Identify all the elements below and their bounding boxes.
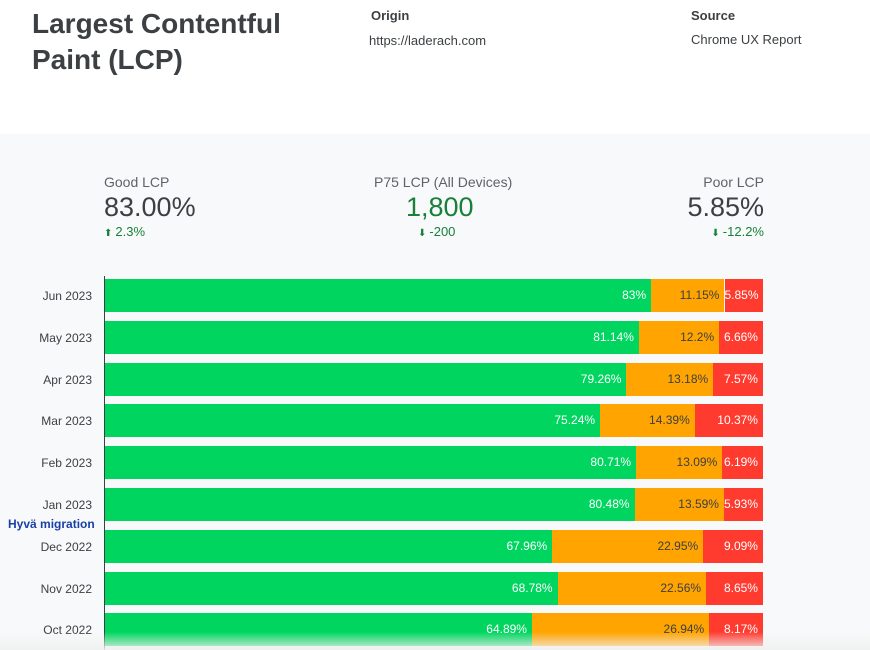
row-label: Mar 2023 [41,414,92,429]
bar-segment-needs-improvement[interactable]: 14.39% [600,404,695,438]
bar-segment-poor[interactable]: 7.57% [713,362,763,396]
bar-segment-good[interactable]: 81.14% [105,320,639,354]
origin-label: Origin [371,8,410,23]
bar-segment-good[interactable]: 80.71% [105,446,637,480]
arrow-up-icon: ⬆ [104,228,113,239]
bar-segment-good[interactable]: 80.48% [105,488,635,521]
hyva-migration-annotation: Hyvä migration [8,517,95,531]
bar-segment-poor[interactable]: 6.19% [722,446,763,480]
good-lcp-delta: ⬆ 2.3% [104,224,196,239]
bar-segment-good[interactable]: 68.78% [105,571,558,605]
source-label: Source [691,8,736,23]
header: Largest Contentful Paint (LCP) Origin ht… [0,0,870,134]
bar-segment-poor[interactable]: 6.66% [719,320,763,354]
bar-segment-good[interactable]: 79.26% [105,362,627,396]
p75-lcp-label: P75 LCP (All Devices) [374,174,513,190]
y-axis-line [104,276,105,650]
row-label: Nov 2022 [40,581,92,596]
poor-lcp-delta: ⬇ -12.2% [680,224,764,239]
row-label: Jun 2023 [42,289,92,303]
origin-value[interactable]: https://laderach.com [369,33,487,48]
bar-segment-poor[interactable]: 9.09% [703,529,763,563]
p75-lcp-delta-text: -200 [429,224,456,239]
source-value: Chrome UX Report [691,32,802,47]
bar-segment-good[interactable]: 75.24% [105,404,601,438]
row-label: Feb 2023 [41,456,92,471]
bar-segment-needs-improvement[interactable]: 22.95% [552,529,704,563]
p75-lcp-metric: P75 LCP (All Devices) 1,800 ⬇ -200 [374,174,512,239]
bar-segment-needs-improvement[interactable]: 11.15% [651,279,725,312]
good-lcp-value: 83.00% [104,192,196,222]
bar-segment-needs-improvement[interactable]: 13.59% [634,488,724,521]
poor-lcp-delta-text: -12.2% [722,224,764,239]
poor-lcp-label: Poor LCP [703,174,764,190]
bar-segment-poor[interactable]: 8.65% [706,571,763,605]
row-label: Jan 2023 [42,498,92,512]
good-lcp-delta-text: 2.3% [115,224,146,239]
bar-segment-poor[interactable]: 10.37% [694,404,763,438]
bar-segment-needs-improvement[interactable]: 13.18% [626,362,714,396]
bar-segment-good[interactable]: 67.96% [105,529,553,563]
bar-segment-poor[interactable]: 5.85% [724,279,763,312]
good-lcp-label: Good LCP [104,174,170,190]
row-label: Dec 2022 [40,539,92,554]
page-title: Largest Contentful Paint (LCP) [32,8,281,75]
poor-lcp-metric: Poor LCP 5.85% ⬇ -12.2% [680,174,764,239]
arrow-down-icon: ⬇ [418,228,427,239]
arrow-down-icon: ⬇ [711,228,720,239]
bar-segment-needs-improvement[interactable]: 12.2% [638,320,720,354]
bar-segment-needs-improvement[interactable]: 13.09% [636,446,723,480]
p75-lcp-value: 1,800 [406,192,474,222]
row-label: May 2023 [39,330,92,345]
poor-lcp-value: 5.85% [687,192,764,222]
p75-lcp-delta: ⬇ -200 [418,224,556,239]
bar-segment-needs-improvement[interactable]: 22.56% [557,571,707,605]
bar-segment-good[interactable]: 83% [105,279,652,312]
scroll-shadow [0,632,870,650]
row-label: Apr 2023 [43,372,92,387]
good-lcp-metric: Good LCP 83.00% ⬆ 2.3% [104,174,196,239]
bar-segment-poor[interactable]: 5.93% [723,488,763,521]
